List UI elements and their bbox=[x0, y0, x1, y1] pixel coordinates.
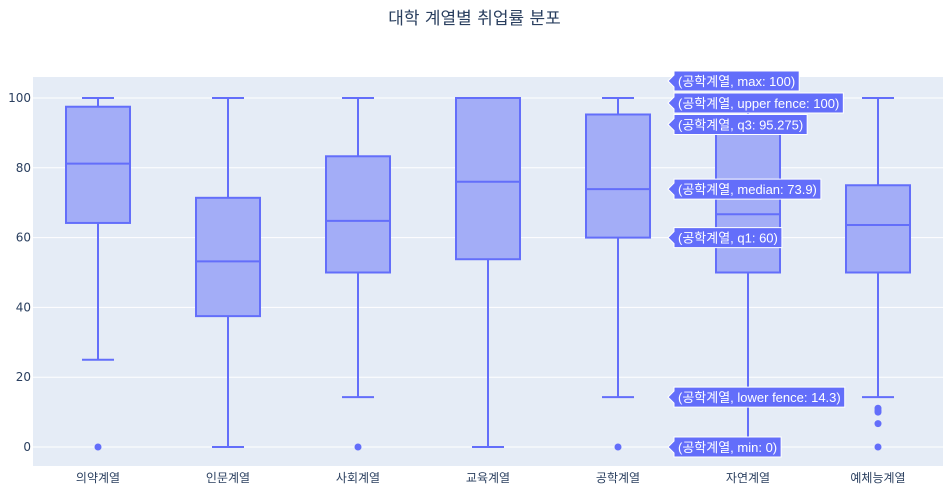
box-6[interactable] bbox=[715, 97, 781, 448]
outlier-point[interactable] bbox=[874, 443, 882, 451]
hover-label-bg bbox=[667, 113, 808, 135]
box-body bbox=[845, 184, 911, 274]
box-body bbox=[715, 131, 781, 274]
y-tick-label: 0 bbox=[23, 440, 31, 454]
x-tick-label: 자연계열 bbox=[726, 471, 770, 485]
hover-label-text: (공학계열, min: 0) bbox=[678, 440, 777, 455]
box-2[interactable] bbox=[195, 97, 261, 448]
box-body bbox=[195, 196, 261, 318]
box-body bbox=[325, 155, 391, 274]
x-tick-label: 사회계열 bbox=[336, 471, 380, 485]
box-body bbox=[65, 105, 131, 224]
hover-label-bg bbox=[667, 92, 844, 114]
box-1[interactable] bbox=[65, 97, 131, 451]
x-tick-label: 의약계열 bbox=[76, 470, 120, 485]
hover-label-text: (공학계열, q3: 95.275) bbox=[678, 117, 803, 132]
y-axis-ticks: 0 20 40 60 80 100 bbox=[8, 91, 31, 454]
x-tick-label: 공학계열 bbox=[596, 471, 640, 485]
hover-label-text: (공학계열, lower fence: 14.3) bbox=[678, 390, 841, 405]
hover-label: (공학계열, median: 73.9) bbox=[667, 178, 822, 200]
hover-label-bg bbox=[667, 227, 783, 249]
outlier-point[interactable] bbox=[874, 404, 882, 412]
hover-label-text: (공학계열, q1: 60) bbox=[678, 231, 778, 246]
box-5[interactable] bbox=[585, 97, 651, 451]
hover-label: (공학계열, q1: 60) bbox=[667, 227, 783, 249]
hover-label-text: (공학계열, max: 100) bbox=[678, 74, 795, 89]
hover-label: (공학계열, upper fence: 100) bbox=[667, 92, 844, 114]
hover-label: (공학계열, max: 100) bbox=[667, 70, 800, 92]
chart-title: 대학 계열별 취업률 분포 bbox=[388, 9, 561, 29]
hover-label-bg bbox=[667, 178, 822, 200]
hover-label: (공학계열, lower fence: 14.3) bbox=[667, 386, 846, 408]
y-tick-label: 40 bbox=[16, 300, 31, 314]
box-body bbox=[585, 113, 651, 239]
hover-labels: (공학계열, max: 100) (공학계열, upper fence: 100)… bbox=[667, 70, 846, 458]
outlier-point[interactable] bbox=[94, 443, 102, 451]
hover-label-text: (공학계열, upper fence: 100) bbox=[678, 96, 839, 111]
hover-label: (공학계열, q3: 95.275) bbox=[667, 113, 808, 135]
hover-label-bg bbox=[667, 436, 782, 458]
box-4[interactable] bbox=[455, 97, 521, 448]
y-tick-label: 100 bbox=[8, 91, 31, 105]
outlier-point[interactable] bbox=[874, 420, 882, 428]
outlier-point[interactable] bbox=[354, 443, 362, 451]
hover-label-text: (공학계열, median: 73.9) bbox=[678, 182, 817, 197]
outlier-point[interactable] bbox=[614, 443, 622, 451]
x-tick-label: 교육계열 bbox=[466, 471, 510, 485]
box-3[interactable] bbox=[325, 97, 391, 451]
x-tick-label: 인문계열 bbox=[206, 471, 250, 485]
hover-label: (공학계열, min: 0) bbox=[667, 436, 782, 458]
boxes bbox=[65, 97, 911, 451]
box-7[interactable] bbox=[845, 97, 911, 451]
x-tick-label: 예체능계열 bbox=[850, 471, 905, 485]
x-axis-ticks: 의약계열 인문계열 사회계열 교육계열 공학계열 자연계열 예체능계열 bbox=[76, 470, 906, 485]
box-body bbox=[455, 97, 521, 261]
y-tick-label: 20 bbox=[16, 370, 31, 384]
hover-label-bg bbox=[667, 386, 846, 408]
y-tick-label: 80 bbox=[16, 161, 31, 175]
y-tick-label: 60 bbox=[16, 231, 31, 245]
hover-label-bg bbox=[667, 70, 800, 92]
